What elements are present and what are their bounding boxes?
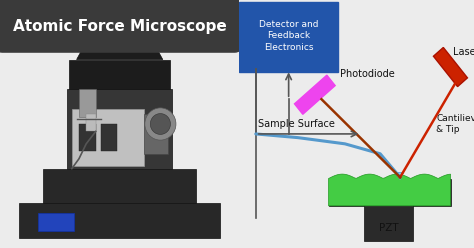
Bar (364, 203, 413, 241)
Text: Detector and
Feedback
Electronics: Detector and Feedback Electronics (259, 20, 319, 52)
Text: Atomic Force Microscope: Atomic Force Microscope (13, 19, 227, 33)
Circle shape (145, 108, 176, 140)
Text: Cantiliever
& Tip: Cantiliever & Tip (437, 114, 474, 134)
Bar (86, 114, 96, 131)
Bar (328, 179, 450, 206)
FancyBboxPatch shape (239, 2, 338, 72)
Bar (69, 60, 170, 89)
Bar (43, 169, 196, 203)
Text: Photodiode: Photodiode (340, 69, 395, 79)
Bar (100, 124, 117, 151)
Text: PZT: PZT (379, 223, 398, 233)
Bar (38, 213, 74, 231)
Text: Sample Surface: Sample Surface (258, 119, 335, 129)
Polygon shape (77, 42, 163, 60)
Polygon shape (397, 172, 403, 180)
Text: Laser: Laser (453, 47, 474, 57)
Bar (72, 109, 144, 166)
Bar (294, 75, 335, 114)
FancyBboxPatch shape (0, 0, 242, 52)
Bar (144, 114, 167, 154)
Circle shape (150, 114, 171, 134)
Polygon shape (328, 174, 450, 206)
Bar (67, 89, 173, 169)
Bar (19, 203, 220, 238)
Bar (79, 89, 96, 117)
Bar (433, 47, 467, 87)
Bar (79, 124, 96, 151)
